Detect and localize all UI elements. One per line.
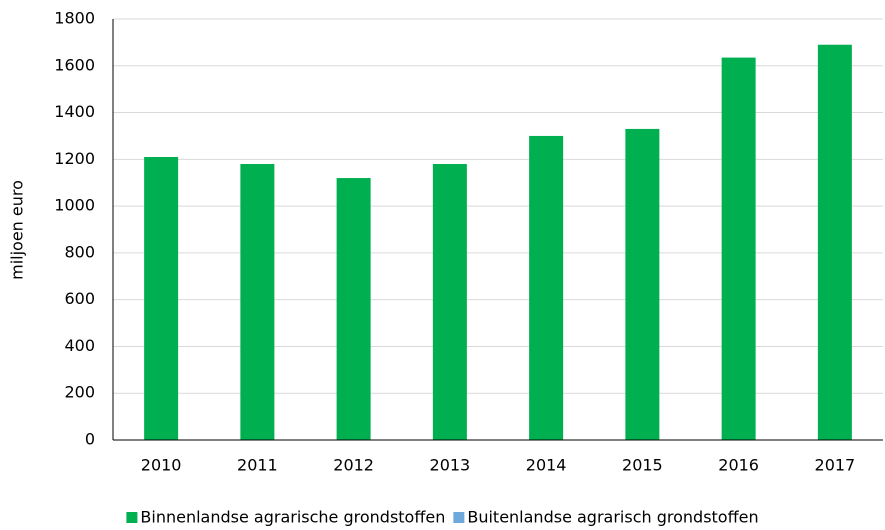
bar (529, 135, 564, 440)
x-tick-label: 2014 (526, 456, 567, 475)
legend-label: Binnenlandse agrarische grondstoffen (140, 508, 445, 527)
y-tick-label: 0 (85, 430, 95, 449)
bar (432, 164, 467, 440)
x-tick-label: 2012 (333, 456, 374, 475)
y-tick-label: 1400 (54, 102, 95, 121)
bar (721, 57, 756, 440)
legend-label: Buitenlandse agrarisch grondstoffen (467, 508, 758, 527)
legend-swatch (453, 512, 465, 523)
x-tick-label: 2010 (141, 456, 182, 475)
bar (240, 164, 275, 440)
x-tick-label: 2013 (430, 456, 471, 475)
y-tick-label: 600 (64, 289, 95, 308)
y-tick-label: 200 (64, 383, 95, 402)
y-tick-label: 800 (64, 242, 95, 261)
legend-swatch (126, 512, 138, 523)
x-tick-label: 2015 (622, 456, 663, 475)
x-tick-label: 2011 (237, 456, 278, 475)
y-tick-label: 1600 (54, 55, 95, 74)
y-tick-label: 1000 (54, 196, 95, 215)
x-tick-label: 2016 (718, 456, 759, 475)
bar (625, 128, 660, 440)
bar (817, 44, 852, 440)
y-tick-label: 1800 (54, 9, 95, 28)
y-tick-label: 400 (64, 336, 95, 355)
bar (144, 156, 179, 440)
bar (336, 178, 371, 441)
x-tick-label: 2017 (815, 456, 856, 475)
y-axis-label: miljoen euro (8, 180, 27, 280)
y-tick-label: 1200 (54, 149, 95, 168)
